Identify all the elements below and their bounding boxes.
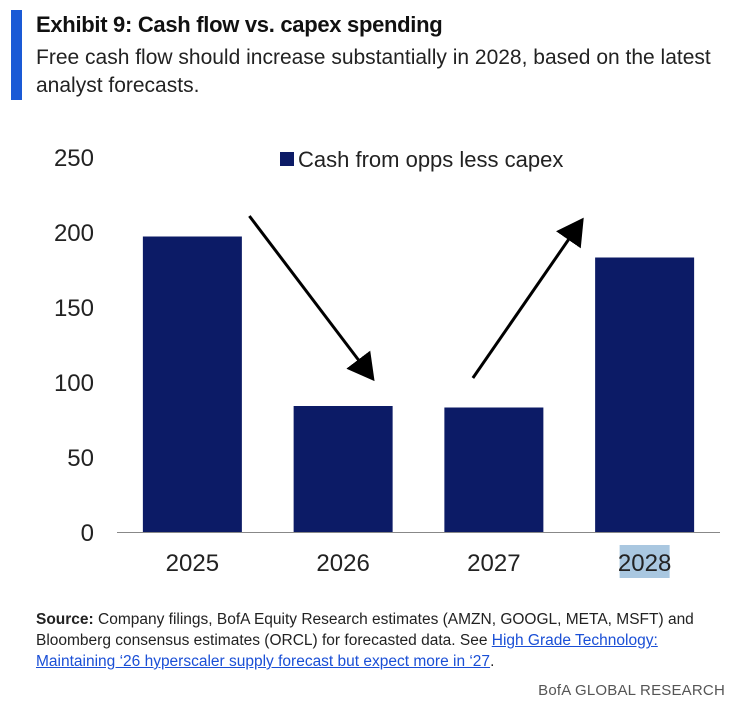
y-tick-label: 0	[81, 520, 94, 547]
legend-label: Cash from opps less capex	[298, 147, 563, 172]
trend-arrows	[248, 215, 584, 382]
bar-2026	[293, 406, 393, 532]
legend-swatch	[280, 152, 294, 166]
exhibit-subtitle: Free cash flow should increase substanti…	[36, 46, 711, 97]
y-tick-label: 150	[54, 295, 94, 322]
y-tick-label: 250	[54, 145, 94, 172]
report-link[interactable]: High Grade Technology: Maintaining ‘26 h…	[36, 632, 658, 670]
bar-2025	[142, 236, 242, 532]
y-axis-ticks: 0 50 100 150 200 250	[54, 145, 94, 547]
bar-chart: 0 50 100 150 200 250 2025 2026 2027 2028 Cash fr…	[54, 145, 720, 578]
down-arrow	[248, 215, 375, 382]
up-arrow	[471, 217, 584, 379]
accent-bar	[11, 10, 22, 100]
exhibit-title: Exhibit 9: Cash flow vs. capex spending	[36, 12, 443, 37]
source-text: Company filings, BofA Equity Research es…	[36, 611, 694, 649]
source-note: Source: Company filings, BofA Equity Res…	[36, 609, 726, 672]
source-label: Source:	[36, 611, 94, 628]
y-tick-label: 100	[54, 370, 94, 397]
x-tick-label: 2028	[618, 550, 671, 577]
brand-footer: BofA GLOBAL RESEARCH	[538, 682, 725, 699]
y-tick-label: 50	[67, 445, 94, 472]
y-tick-label: 200	[54, 220, 94, 247]
bars	[142, 236, 695, 532]
x-label-highlight	[619, 545, 670, 578]
bar-2028	[595, 257, 695, 532]
legend: Cash from opps less capex	[280, 147, 563, 172]
source-end: .	[490, 653, 495, 670]
x-tick-label: 2027	[467, 550, 520, 577]
x-tick-label: 2026	[316, 550, 369, 577]
x-tick-label: 2025	[166, 550, 219, 577]
x-axis-labels: 2025 2026 2027 2028	[166, 545, 671, 578]
bar-2027	[444, 407, 544, 532]
